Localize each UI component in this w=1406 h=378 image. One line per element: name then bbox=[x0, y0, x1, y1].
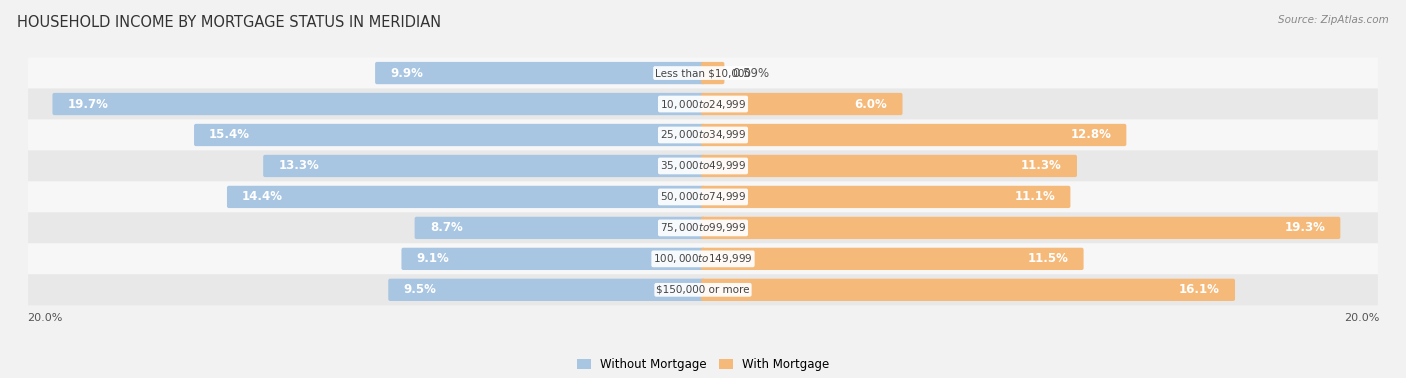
Text: 19.7%: 19.7% bbox=[67, 98, 108, 110]
FancyBboxPatch shape bbox=[375, 62, 704, 84]
FancyBboxPatch shape bbox=[402, 248, 704, 270]
FancyBboxPatch shape bbox=[388, 279, 704, 301]
FancyBboxPatch shape bbox=[702, 62, 724, 84]
FancyBboxPatch shape bbox=[702, 124, 1126, 146]
FancyBboxPatch shape bbox=[263, 155, 704, 177]
Text: $35,000 to $49,999: $35,000 to $49,999 bbox=[659, 160, 747, 172]
FancyBboxPatch shape bbox=[702, 93, 903, 115]
FancyBboxPatch shape bbox=[415, 217, 704, 239]
Text: $75,000 to $99,999: $75,000 to $99,999 bbox=[659, 222, 747, 234]
Text: 8.7%: 8.7% bbox=[430, 222, 463, 234]
Text: $100,000 to $149,999: $100,000 to $149,999 bbox=[654, 253, 752, 265]
FancyBboxPatch shape bbox=[702, 279, 1234, 301]
FancyBboxPatch shape bbox=[194, 124, 704, 146]
Text: 11.3%: 11.3% bbox=[1021, 160, 1062, 172]
FancyBboxPatch shape bbox=[702, 217, 1340, 239]
FancyBboxPatch shape bbox=[28, 274, 1378, 305]
FancyBboxPatch shape bbox=[702, 186, 1070, 208]
FancyBboxPatch shape bbox=[52, 93, 704, 115]
FancyBboxPatch shape bbox=[226, 186, 704, 208]
FancyBboxPatch shape bbox=[28, 57, 1378, 88]
Text: 12.8%: 12.8% bbox=[1070, 129, 1111, 141]
FancyBboxPatch shape bbox=[702, 155, 1077, 177]
Text: $50,000 to $74,999: $50,000 to $74,999 bbox=[659, 191, 747, 203]
Text: Less than $10,000: Less than $10,000 bbox=[655, 68, 751, 78]
FancyBboxPatch shape bbox=[28, 243, 1378, 274]
Text: 19.3%: 19.3% bbox=[1284, 222, 1326, 234]
Text: $25,000 to $34,999: $25,000 to $34,999 bbox=[659, 129, 747, 141]
Text: Source: ZipAtlas.com: Source: ZipAtlas.com bbox=[1278, 15, 1389, 25]
Text: 16.1%: 16.1% bbox=[1180, 284, 1220, 296]
FancyBboxPatch shape bbox=[28, 119, 1378, 150]
Text: 15.4%: 15.4% bbox=[209, 129, 250, 141]
Text: 9.9%: 9.9% bbox=[391, 67, 423, 79]
Text: 6.0%: 6.0% bbox=[855, 98, 887, 110]
Text: $10,000 to $24,999: $10,000 to $24,999 bbox=[659, 98, 747, 110]
Legend: Without Mortgage, With Mortgage: Without Mortgage, With Mortgage bbox=[572, 353, 834, 376]
FancyBboxPatch shape bbox=[28, 212, 1378, 243]
FancyBboxPatch shape bbox=[28, 181, 1378, 212]
Text: HOUSEHOLD INCOME BY MORTGAGE STATUS IN MERIDIAN: HOUSEHOLD INCOME BY MORTGAGE STATUS IN M… bbox=[17, 15, 441, 30]
FancyBboxPatch shape bbox=[702, 248, 1084, 270]
Text: 13.3%: 13.3% bbox=[278, 160, 319, 172]
Text: 9.1%: 9.1% bbox=[416, 253, 450, 265]
FancyBboxPatch shape bbox=[28, 150, 1378, 181]
Text: 11.5%: 11.5% bbox=[1028, 253, 1069, 265]
FancyBboxPatch shape bbox=[28, 88, 1378, 119]
Text: 0.59%: 0.59% bbox=[733, 67, 769, 79]
Text: $150,000 or more: $150,000 or more bbox=[657, 285, 749, 295]
Text: 11.1%: 11.1% bbox=[1015, 191, 1056, 203]
Text: 14.4%: 14.4% bbox=[242, 191, 283, 203]
Text: 9.5%: 9.5% bbox=[404, 284, 436, 296]
